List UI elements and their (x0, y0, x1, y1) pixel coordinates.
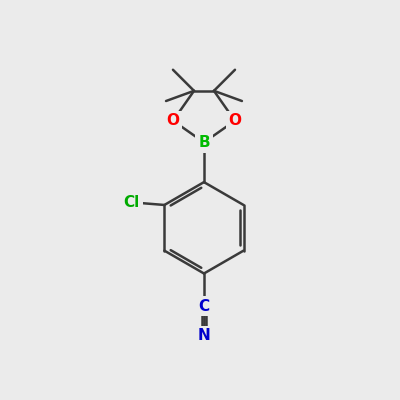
Text: N: N (198, 328, 210, 343)
Text: O: O (166, 113, 180, 128)
Text: Cl: Cl (124, 196, 140, 210)
Text: B: B (198, 135, 210, 150)
Text: C: C (198, 298, 210, 314)
Text: O: O (228, 113, 241, 128)
